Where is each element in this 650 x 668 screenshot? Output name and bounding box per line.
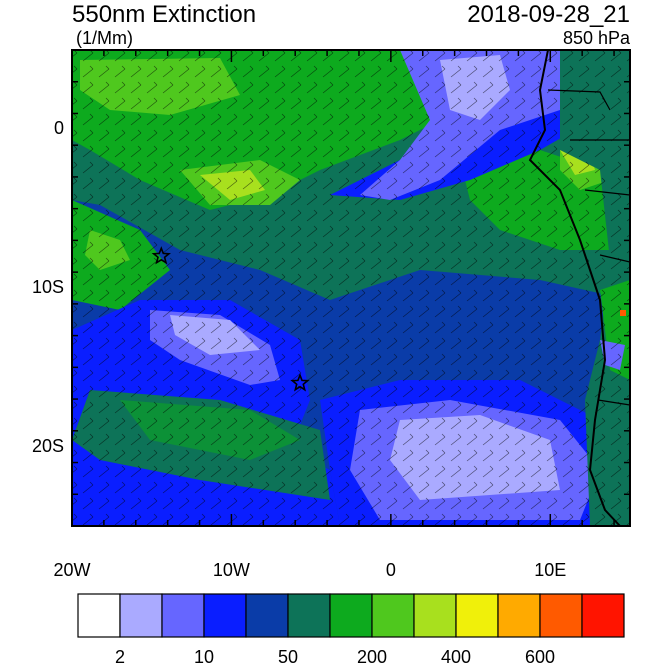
lat-tick-label: 10S xyxy=(31,277,64,297)
map-frame xyxy=(71,49,631,527)
colorbar-swatch xyxy=(245,593,289,638)
colorbar-swatch xyxy=(455,593,499,638)
lon-tick-label: 20W xyxy=(53,560,91,580)
units-label: (1/Mm) xyxy=(76,28,133,48)
colorbar-label: 50 xyxy=(277,647,299,667)
lon-tick-label: 10E xyxy=(534,560,567,580)
colorbar-swatch xyxy=(413,593,457,638)
station-markers xyxy=(151,246,310,392)
lon-tick-label: 0 xyxy=(385,560,396,580)
datetime-label: 2018-09-28_21 xyxy=(467,1,630,28)
colorbar-swatch xyxy=(497,593,541,638)
pressure-level-label: 850 hPa xyxy=(562,28,630,48)
colorbar-swatch xyxy=(77,593,121,638)
lat-tick-label: 0 xyxy=(53,118,64,139)
colorbar-swatch xyxy=(539,593,583,638)
map-field xyxy=(72,50,630,526)
colorbar xyxy=(77,593,625,638)
colorbar-label: 10 xyxy=(193,647,215,667)
plot-title: 550nm Extinction xyxy=(72,1,257,28)
axis-ticks xyxy=(71,49,630,527)
colorbar-swatch xyxy=(287,593,331,638)
colorbar-swatch xyxy=(161,593,205,638)
star-marker-icon xyxy=(290,373,310,392)
colorbar-swatch xyxy=(329,593,373,638)
lat-tick-label: 20S xyxy=(31,435,64,456)
lon-tick-label: 10W xyxy=(212,560,250,580)
colorbar-label: 200 xyxy=(356,647,388,667)
colorbar-label: 2 xyxy=(114,647,125,667)
colorbar-swatch xyxy=(203,593,247,638)
colorbar-label: 400 xyxy=(440,647,472,667)
colorbar-swatch xyxy=(581,593,625,638)
colorbar-swatch xyxy=(119,593,163,638)
colorbar-swatch xyxy=(371,593,415,638)
colorbar-label: 600 xyxy=(524,647,556,667)
star-marker-icon xyxy=(151,246,171,265)
